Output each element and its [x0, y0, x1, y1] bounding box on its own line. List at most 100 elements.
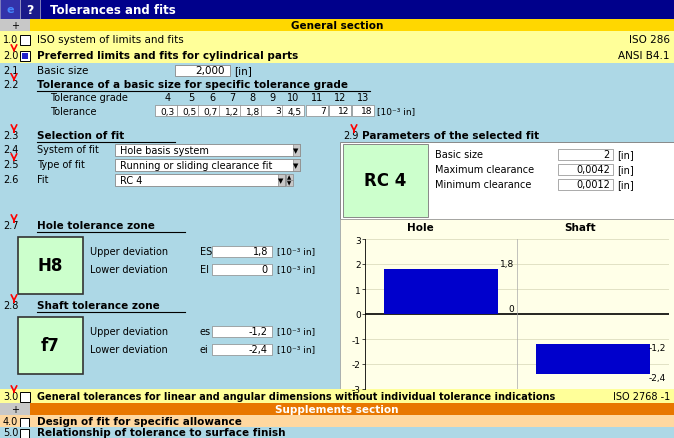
- Text: 3.0: 3.0: [3, 391, 18, 401]
- Bar: [20, 52, 30, 62]
- Bar: [198, 106, 220, 117]
- Bar: [175, 66, 230, 77]
- Text: 18: 18: [361, 107, 372, 116]
- Text: +: +: [11, 21, 19, 31]
- Text: ?: ?: [26, 4, 34, 17]
- Bar: [329, 106, 351, 117]
- Text: [10⁻³ in]: [10⁻³ in]: [277, 327, 315, 336]
- Text: 8: 8: [249, 93, 255, 103]
- Text: [in]: [in]: [234, 66, 252, 76]
- Text: RC 4: RC 4: [120, 176, 142, 186]
- Bar: [0, 0, 674, 20]
- Text: es: es: [200, 326, 211, 336]
- Text: 2,000: 2,000: [195, 66, 225, 76]
- Bar: [286, 175, 293, 180]
- Text: 1,8: 1,8: [499, 260, 514, 269]
- Bar: [212, 265, 272, 276]
- Text: 0,3: 0,3: [161, 107, 175, 116]
- Text: Shaft: Shaft: [564, 223, 596, 233]
- Bar: [293, 159, 300, 172]
- Text: Tolerance: Tolerance: [50, 107, 96, 117]
- Text: 2: 2: [604, 150, 610, 159]
- Text: 2.9: 2.9: [343, 131, 359, 141]
- Text: 1.0: 1.0: [3, 35, 18, 45]
- Text: 0: 0: [508, 304, 514, 313]
- Text: ISO 2768 -1: ISO 2768 -1: [613, 391, 670, 401]
- Bar: [115, 175, 285, 187]
- Text: Running or sliding clearance fit: Running or sliding clearance fit: [120, 161, 272, 171]
- Text: Supplements section: Supplements section: [275, 404, 399, 414]
- Text: 2.7: 2.7: [3, 220, 18, 230]
- Bar: [0, 415, 674, 427]
- Bar: [177, 106, 199, 117]
- Text: [10⁻³ in]: [10⁻³ in]: [377, 107, 415, 116]
- Text: Tolerance of a basic size for specific tolerance grade: Tolerance of a basic size for specific t…: [37, 80, 348, 90]
- Bar: [0, 173, 340, 187]
- Text: 7: 7: [320, 107, 326, 116]
- Text: Maximum clearance: Maximum clearance: [435, 165, 534, 175]
- Text: [10⁻³ in]: [10⁻³ in]: [277, 265, 315, 274]
- Bar: [0, 389, 674, 403]
- Text: 0,7: 0,7: [204, 107, 218, 116]
- Text: 12: 12: [338, 107, 349, 116]
- Bar: [261, 106, 283, 117]
- Text: ▼: ▼: [293, 148, 299, 154]
- Bar: [558, 180, 613, 191]
- Text: [10⁻³ in]: [10⁻³ in]: [277, 247, 315, 256]
- Bar: [340, 219, 674, 389]
- Bar: [293, 145, 300, 157]
- Text: Shaft tolerance zone: Shaft tolerance zone: [37, 300, 160, 310]
- Text: Lower deviation: Lower deviation: [90, 265, 168, 274]
- Bar: [558, 165, 613, 176]
- Text: 4,5: 4,5: [288, 107, 302, 116]
- Bar: [240, 106, 262, 117]
- Text: 2.8: 2.8: [3, 300, 18, 310]
- Text: System of fit: System of fit: [37, 145, 99, 155]
- Bar: [18, 237, 83, 294]
- Text: 0,5: 0,5: [183, 107, 197, 116]
- Bar: [18, 317, 83, 374]
- Text: ei: ei: [200, 344, 209, 354]
- Bar: [286, 180, 293, 187]
- Text: [in]: [in]: [617, 165, 634, 175]
- Bar: [115, 159, 300, 172]
- Text: RC 4: RC 4: [364, 172, 406, 190]
- Bar: [0, 78, 674, 92]
- Text: -1,2: -1,2: [249, 326, 268, 336]
- Text: e: e: [6, 5, 13, 15]
- Bar: [0, 233, 340, 299]
- Text: EI: EI: [200, 265, 209, 274]
- Text: 1,2: 1,2: [225, 107, 239, 116]
- Text: Minimum clearance: Minimum clearance: [435, 180, 531, 190]
- Text: -2,4: -2,4: [648, 374, 666, 383]
- Bar: [340, 130, 674, 143]
- Text: 2.4: 2.4: [3, 145, 18, 155]
- Text: ▼: ▼: [287, 181, 291, 186]
- Text: Hole: Hole: [406, 223, 433, 233]
- Text: 1,8: 1,8: [253, 247, 268, 256]
- Text: Type of fit: Type of fit: [37, 159, 85, 170]
- Text: [in]: [in]: [617, 150, 634, 159]
- Text: 5: 5: [188, 93, 194, 103]
- Bar: [306, 106, 328, 117]
- Text: 6: 6: [209, 93, 215, 103]
- Text: Fit: Fit: [37, 175, 49, 184]
- Bar: [0, 143, 340, 158]
- Bar: [282, 106, 304, 117]
- Text: General tolerances for linear and angular dimensions without individual toleranc: General tolerances for linear and angula…: [37, 391, 555, 401]
- Bar: [0, 130, 340, 143]
- Bar: [212, 326, 272, 337]
- Bar: [212, 247, 272, 258]
- Text: Tolerances and fits: Tolerances and fits: [50, 4, 176, 17]
- Bar: [212, 344, 272, 355]
- Text: Upper deviation: Upper deviation: [90, 326, 168, 336]
- Text: 1,8: 1,8: [246, 107, 260, 116]
- Bar: [0, 403, 674, 415]
- Text: -1,2: -1,2: [648, 344, 666, 353]
- Text: H8: H8: [37, 256, 63, 274]
- Bar: [155, 106, 177, 117]
- Text: ISO system of limits and fits: ISO system of limits and fits: [37, 35, 184, 45]
- Bar: [22, 54, 28, 60]
- Text: ANSI B4.1: ANSI B4.1: [619, 51, 670, 61]
- Text: Selection of fit: Selection of fit: [37, 131, 124, 141]
